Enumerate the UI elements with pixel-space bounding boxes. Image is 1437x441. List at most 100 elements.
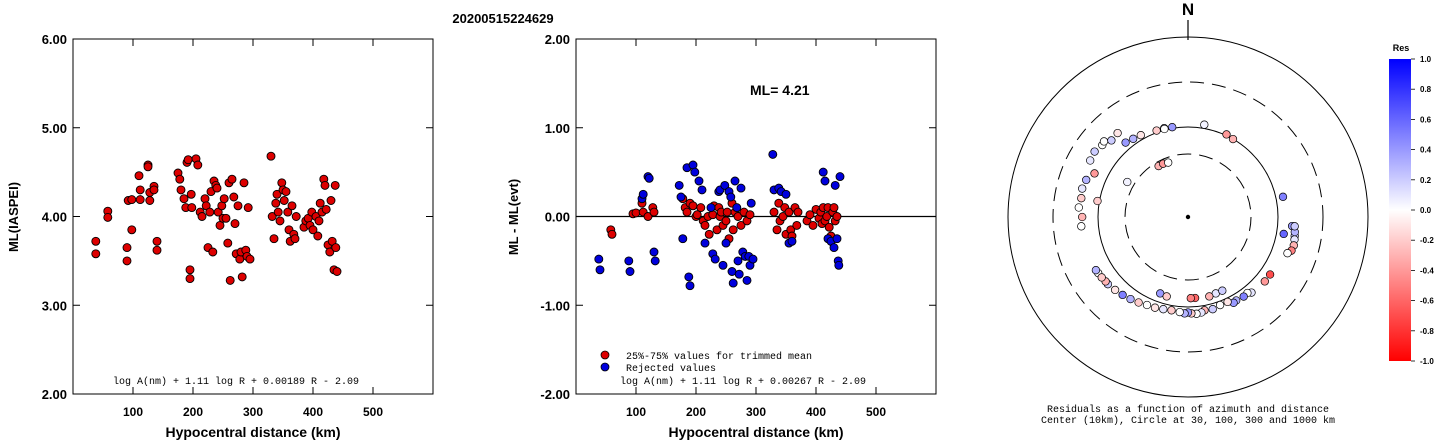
x-axis-label: Hypocentral distance (km): [165, 424, 340, 440]
station-point: [1074, 203, 1083, 212]
station-point: [1121, 138, 1130, 147]
data-points: [594, 149, 845, 291]
data-point: [625, 267, 635, 276]
data-point: [187, 203, 197, 213]
data-point: [291, 212, 301, 221]
ring-30km: [1124, 153, 1252, 281]
y-tick-label: 0.00: [545, 210, 570, 225]
caption-line-1: Residuals as a function of azimuth and d…: [1047, 404, 1329, 416]
data-point: [269, 234, 279, 244]
caption-line-2: Center (10km), Circle at 30, 100, 300 an…: [1041, 415, 1335, 427]
data-point: [223, 238, 233, 248]
data-point: [745, 210, 755, 220]
data-point: [186, 189, 196, 199]
legend-label-trimmed: 25%-75% values for trimmed mean: [626, 351, 812, 363]
data-point: [122, 256, 132, 266]
colorbar-tick-label: 0.2: [1420, 176, 1432, 185]
data-point: [308, 225, 318, 235]
station-point: [1223, 297, 1232, 307]
station-point: [1150, 303, 1160, 312]
data-point: [830, 180, 840, 190]
station-point: [1093, 196, 1102, 206]
station-point: [1152, 126, 1161, 135]
data-point: [287, 201, 297, 211]
station-point: [1107, 136, 1116, 145]
station-residuals: [1074, 120, 1299, 318]
data-point: [778, 212, 788, 221]
y-tick-label: 6.00: [42, 32, 67, 47]
data-point: [712, 225, 722, 235]
station-point: [1113, 128, 1122, 138]
event-id-title: 20200515224629: [452, 11, 553, 26]
data-point: [183, 155, 193, 165]
data-point: [820, 176, 830, 186]
station-point: [1222, 130, 1231, 139]
data-point: [781, 189, 791, 199]
station-point: [1077, 194, 1086, 203]
colorbar-gradient: [1389, 59, 1411, 361]
colorbar-title: Res: [1393, 43, 1410, 53]
x-tick-label: 400: [806, 405, 826, 419]
station-point: [1278, 192, 1288, 201]
data-point: [212, 183, 222, 193]
data-point: [185, 265, 195, 275]
data-point: [748, 254, 758, 264]
data-point: [736, 183, 746, 193]
station-point: [1167, 306, 1176, 315]
data-point: [245, 254, 255, 264]
data-point: [266, 151, 276, 161]
colorbar-tick-label: 1.0: [1420, 55, 1432, 64]
data-point: [638, 189, 648, 199]
data-point: [832, 212, 842, 221]
data-point: [624, 256, 634, 266]
data-point: [175, 174, 185, 184]
station-point: [1082, 175, 1091, 185]
data-point: [320, 180, 330, 190]
data-point: [332, 267, 342, 276]
legend-marker-trimmed: [600, 350, 610, 360]
azimuth-residual-map: N Residuals as a function of azimuth and…: [1007, 0, 1434, 427]
data-point: [678, 234, 688, 244]
station-point: [1168, 123, 1177, 132]
data-point: [237, 272, 247, 282]
y-tick-label: -2.00: [540, 387, 570, 402]
ml-value-label: ML= 4.21: [750, 82, 810, 98]
data-point: [792, 220, 802, 230]
colorbar-tick-label: 0.6: [1420, 115, 1432, 124]
station-point: [1162, 292, 1171, 301]
station-point: [1260, 277, 1269, 286]
distance-rings: [1007, 36, 1369, 398]
data-point: [682, 207, 692, 217]
data-point: [832, 234, 842, 244]
station-point: [1159, 305, 1168, 314]
station-point: [1090, 147, 1099, 156]
station-point: [1099, 137, 1109, 146]
data-point: [229, 192, 239, 202]
data-point: [690, 167, 700, 177]
data-point: [650, 256, 660, 266]
legend-label-rejected: Rejected values: [626, 363, 716, 375]
data-point: [787, 236, 797, 246]
station-point: [1136, 131, 1145, 140]
data-point: [631, 208, 641, 218]
data-point: [734, 269, 744, 279]
station-point: [1279, 229, 1288, 239]
data-point: [720, 180, 730, 190]
data-point: [835, 172, 845, 182]
y-tick-label: 1.00: [545, 121, 570, 136]
station-point: [1086, 156, 1095, 165]
data-point: [145, 196, 155, 205]
data-point: [649, 247, 659, 257]
y-tick-label: 4.00: [42, 210, 67, 225]
north-label: N: [1182, 0, 1194, 19]
data-point: [152, 245, 162, 255]
data-point: [768, 149, 778, 159]
data-point: [784, 207, 794, 217]
y-axis: 2.00 3.00 4.00 5.00 6.00: [42, 32, 433, 402]
data-point: [221, 213, 231, 223]
data-point: [208, 247, 218, 257]
station-point: [1129, 134, 1138, 143]
data-point: [818, 167, 828, 177]
data-point: [643, 212, 653, 221]
